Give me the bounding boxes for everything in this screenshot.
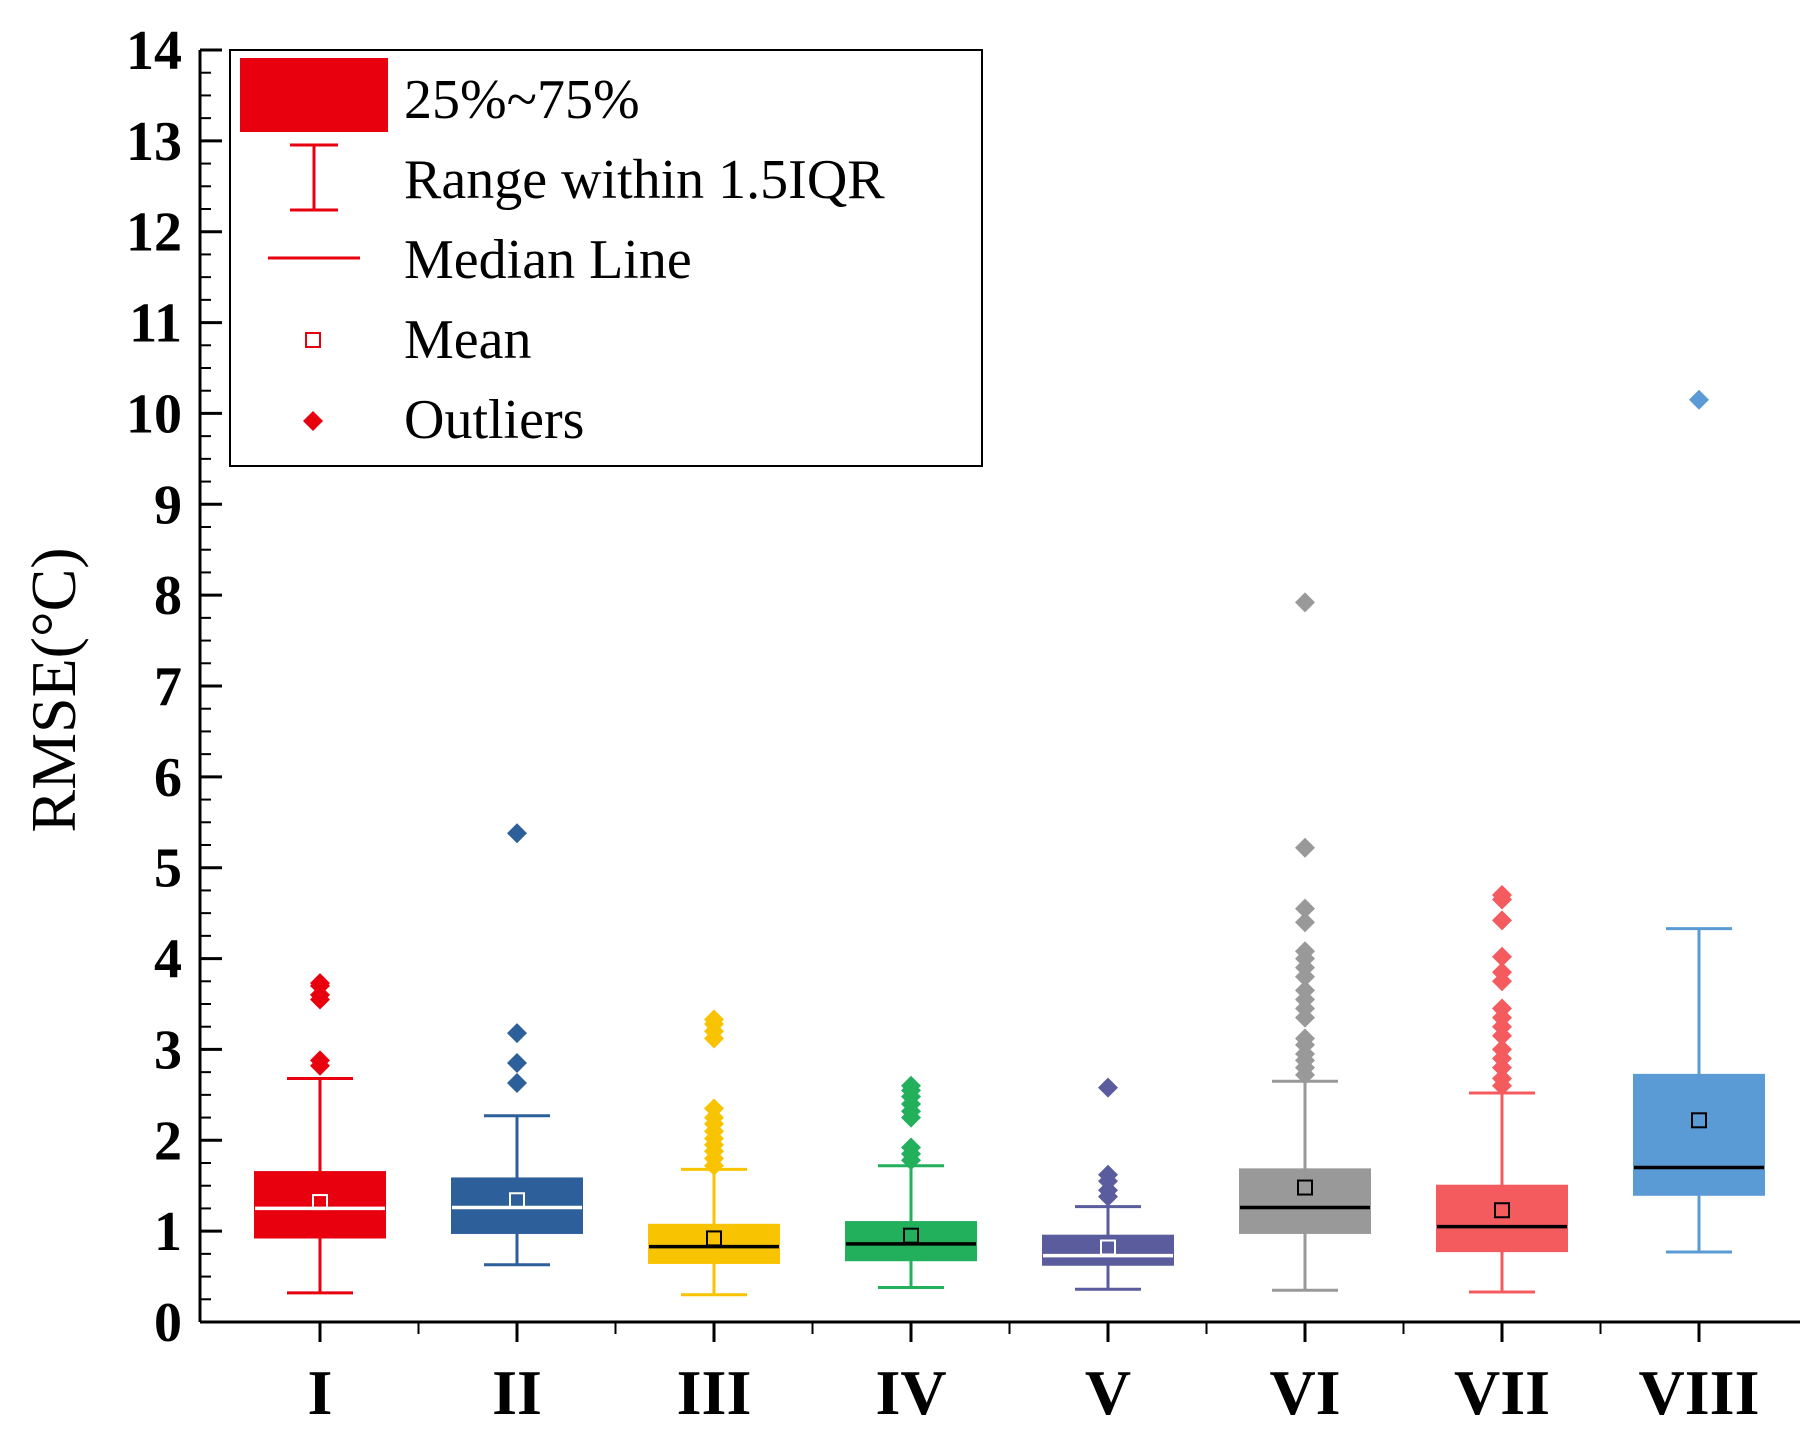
mean-marker	[1691, 1112, 1707, 1129]
outlier-point	[1492, 998, 1512, 1019]
outlier-point	[1295, 941, 1315, 962]
legend-label-whisker: Range within 1.5IQR	[404, 149, 885, 211]
legend-label-box: 25%~75%	[404, 69, 640, 131]
iqr-box	[451, 1177, 583, 1234]
outlier-point	[901, 1075, 921, 1096]
mean-marker	[1494, 1202, 1510, 1219]
legend-whisker-swatch	[290, 143, 338, 212]
mean-marker	[903, 1227, 919, 1244]
iqr-box	[254, 1171, 386, 1239]
outlier-point	[1098, 1164, 1118, 1185]
mean-marker	[1100, 1239, 1116, 1256]
y-tick-label: 4	[154, 929, 182, 991]
outlier-point	[1295, 1028, 1315, 1049]
y-tick-label: 8	[154, 565, 182, 627]
y-tick-label: 13	[126, 111, 182, 173]
outlier-point	[1492, 884, 1512, 905]
outlier-point	[1492, 910, 1512, 931]
mean-marker	[312, 1194, 328, 1211]
x-tick-label: III	[677, 1357, 752, 1428]
outlier-point	[1295, 912, 1315, 933]
outlier-point	[310, 973, 330, 994]
outlier-point	[1492, 1039, 1512, 1060]
box-II	[451, 823, 583, 1267]
y-tick-label: 12	[126, 202, 182, 264]
outlier-point	[1492, 1068, 1512, 1089]
iqr-box	[1239, 1168, 1371, 1234]
y-tick-label: 5	[154, 838, 182, 900]
y-tick-label: 14	[126, 20, 182, 82]
box-VI	[1239, 592, 1371, 1292]
mean-marker	[706, 1230, 722, 1247]
legend-label-outlier: Outliers	[404, 389, 584, 451]
mean-marker	[1297, 1179, 1313, 1196]
outlier-point	[507, 823, 527, 844]
outlier-point	[1295, 592, 1315, 613]
y-tick-label: 10	[126, 383, 182, 445]
outlier-point	[1295, 980, 1315, 1001]
x-tick-label: I	[308, 1357, 333, 1428]
outlier-point	[310, 1050, 330, 1071]
outlier-point	[704, 1098, 724, 1119]
outlier-point	[1689, 389, 1709, 410]
outlier-point	[507, 1053, 527, 1074]
outlier-point	[507, 1073, 527, 1094]
y-tick-label: 2	[154, 1110, 182, 1172]
legend-mean-swatch	[305, 332, 321, 348]
box-IV	[845, 1075, 977, 1289]
iqr-box	[1633, 1073, 1765, 1196]
outlier-point	[1492, 946, 1512, 967]
iqr-box	[1436, 1184, 1568, 1253]
box-V	[1042, 1077, 1174, 1291]
y-tick-label: 11	[129, 293, 182, 355]
y-axis-title: RMSE(°C)	[18, 547, 89, 832]
outlier-point	[1295, 898, 1315, 919]
mean-marker	[509, 1192, 525, 1209]
x-tick-label: V	[1085, 1357, 1131, 1428]
legend-label-median: Median Line	[404, 229, 692, 291]
legend: 25%~75% Range within 1.5IQR Median Line …	[229, 49, 983, 467]
y-tick-label: 3	[154, 1019, 182, 1081]
outlier-point	[1295, 837, 1315, 858]
box-series-group	[254, 389, 1765, 1297]
legend-outlier-swatch	[303, 411, 323, 431]
x-tick-label: VIII	[1639, 1357, 1760, 1428]
y-tick-label: 1	[154, 1201, 182, 1263]
x-tick-label: IV	[875, 1357, 946, 1428]
y-tick-label: 7	[154, 656, 182, 718]
outlier-point	[1492, 962, 1512, 983]
y-tick-label: 0	[154, 1292, 182, 1354]
box-VIII	[1633, 389, 1765, 1254]
outlier-point	[704, 1009, 724, 1030]
box-VII	[1436, 884, 1568, 1294]
box-I	[254, 973, 386, 1295]
y-tick-label: 6	[154, 747, 182, 809]
box-III	[648, 1009, 780, 1297]
outlier-point	[507, 1023, 527, 1044]
y-tick-label: 9	[154, 474, 182, 536]
outlier-point	[1098, 1077, 1118, 1098]
x-tick-label: II	[492, 1357, 542, 1428]
x-axis: I II III IV V VI VII VIII	[200, 1320, 1800, 1428]
x-tick-label: VI	[1269, 1357, 1340, 1428]
outlier-point	[901, 1137, 921, 1158]
x-tick-label: VII	[1454, 1357, 1550, 1428]
legend-label-mean: Mean	[404, 309, 532, 371]
legend-box-swatch	[240, 58, 388, 132]
